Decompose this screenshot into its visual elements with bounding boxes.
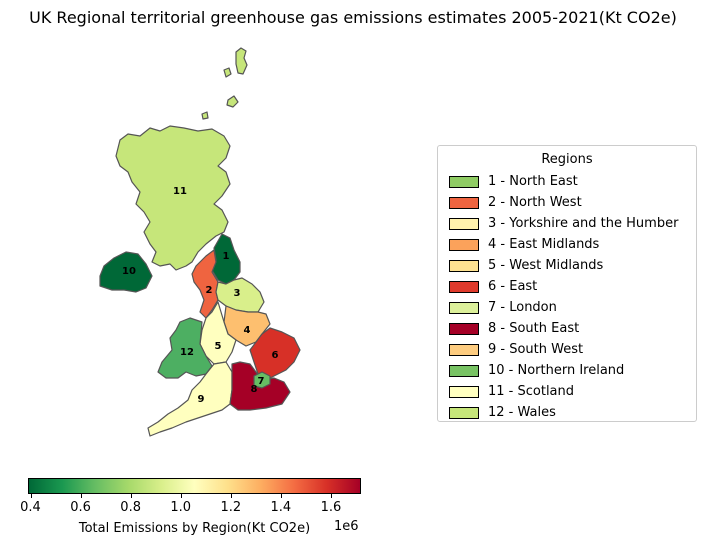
legend-item: 8 - South East	[438, 318, 696, 339]
legend-swatch	[449, 301, 479, 314]
legend-swatch	[449, 196, 479, 209]
map-title: UK Regional territorial greenhouse gas e…	[29, 8, 677, 27]
colorbar-label: Total Emissions by Region(Kt CO2e)	[78, 521, 311, 536]
legend-item: 10 - Northern Ireland	[438, 360, 696, 381]
legend-label: 1 - North East	[488, 174, 578, 189]
legend-swatch	[449, 238, 479, 251]
legend-swatch	[449, 217, 479, 230]
colorbar-exponent: 1e6	[334, 519, 359, 534]
region-11-islands	[201, 47, 248, 120]
region-7-london	[253, 371, 271, 389]
legend-item: 6 - East	[438, 276, 696, 297]
map-label-2: 2	[206, 285, 213, 296]
map-label-1: 1	[223, 251, 230, 262]
colorbar-tick-label: 1.0	[170, 500, 192, 515]
legend-swatch	[449, 175, 479, 188]
legend-swatch	[449, 343, 479, 356]
colorbar	[28, 478, 361, 494]
legend-swatch	[449, 259, 479, 272]
colorbar-tick-label: 0.8	[120, 500, 141, 515]
legend-item: 11 - Scotland	[438, 381, 696, 402]
legend-swatch	[449, 322, 479, 335]
legend-label: 10 - Northern Ireland	[488, 363, 625, 378]
colorbar-tick-label: 0.4	[20, 500, 41, 515]
map-label-12: 12	[180, 347, 194, 358]
map-label-7: 7	[258, 376, 265, 387]
legend-swatch	[449, 364, 479, 377]
region-11-scotland	[115, 125, 231, 271]
region-2-north-west	[191, 249, 219, 319]
colorbar-tick-label: 0.6	[70, 500, 91, 515]
map-label-11: 11	[173, 186, 187, 197]
colorbar-tickmark	[180, 494, 182, 498]
colorbar-tickmark	[130, 494, 132, 498]
legend-item: 7 - London	[438, 297, 696, 318]
map-label-4: 4	[244, 325, 251, 336]
legend-label: 11 - Scotland	[488, 384, 575, 399]
map-label-3: 3	[234, 288, 241, 299]
map-label-10: 10	[122, 266, 136, 277]
legend-label: 6 - East	[488, 279, 538, 294]
legend-label: 12 - Wales	[488, 405, 556, 420]
legend-item: 2 - North West	[438, 192, 696, 213]
legend-label: 4 - East Midlands	[488, 237, 600, 252]
colorbar-tick-label: 1.2	[220, 500, 242, 515]
legend-item: 3 - Yorkshire and the Humber	[438, 213, 696, 234]
colorbar-tick-label: 1.4	[270, 500, 292, 515]
colorbar-tickmark	[230, 494, 232, 498]
legend-items: 1 - North East 2 - North West 3 - Yorkshir…	[438, 171, 696, 423]
legend-item: 5 - West Midlands	[438, 255, 696, 276]
colorbar-tickmark	[80, 494, 82, 498]
map-label-8: 8	[251, 384, 258, 395]
map-label-9: 9	[198, 394, 205, 405]
colorbar-tickmark	[30, 494, 32, 498]
legend-label: 8 - South East	[488, 321, 580, 336]
legend-item: 4 - East Midlands	[438, 234, 696, 255]
region-3-yorkshire	[215, 277, 265, 313]
legend-swatch	[449, 406, 479, 419]
map-label-5: 5	[215, 341, 222, 352]
legend-label: 5 - West Midlands	[488, 258, 604, 273]
map-legend: Regions 1 - North East 2 - North West 3 - …	[437, 145, 697, 422]
colorbar-tickmark	[330, 494, 332, 498]
legend-item: 1 - North East	[438, 171, 696, 192]
legend-swatch	[449, 385, 479, 398]
region-6-east	[249, 327, 301, 381]
legend-swatch	[449, 280, 479, 293]
colorbar-tickmark	[280, 494, 282, 498]
colorbar-tick-label: 1.6	[320, 500, 342, 515]
legend-item: 9 - South West	[438, 339, 696, 360]
legend-title: Regions	[541, 152, 593, 167]
legend-label: 2 - North West	[488, 195, 582, 210]
map-label-6: 6	[272, 350, 279, 361]
legend-label: 9 - South West	[488, 342, 584, 357]
region-10-northern-ireland	[99, 251, 153, 293]
legend-label: 7 - London	[488, 300, 557, 315]
legend-label: 3 - Yorkshire and the Humber	[488, 216, 679, 231]
region-12-wales	[157, 317, 213, 379]
legend-item: 12 - Wales	[438, 402, 696, 423]
